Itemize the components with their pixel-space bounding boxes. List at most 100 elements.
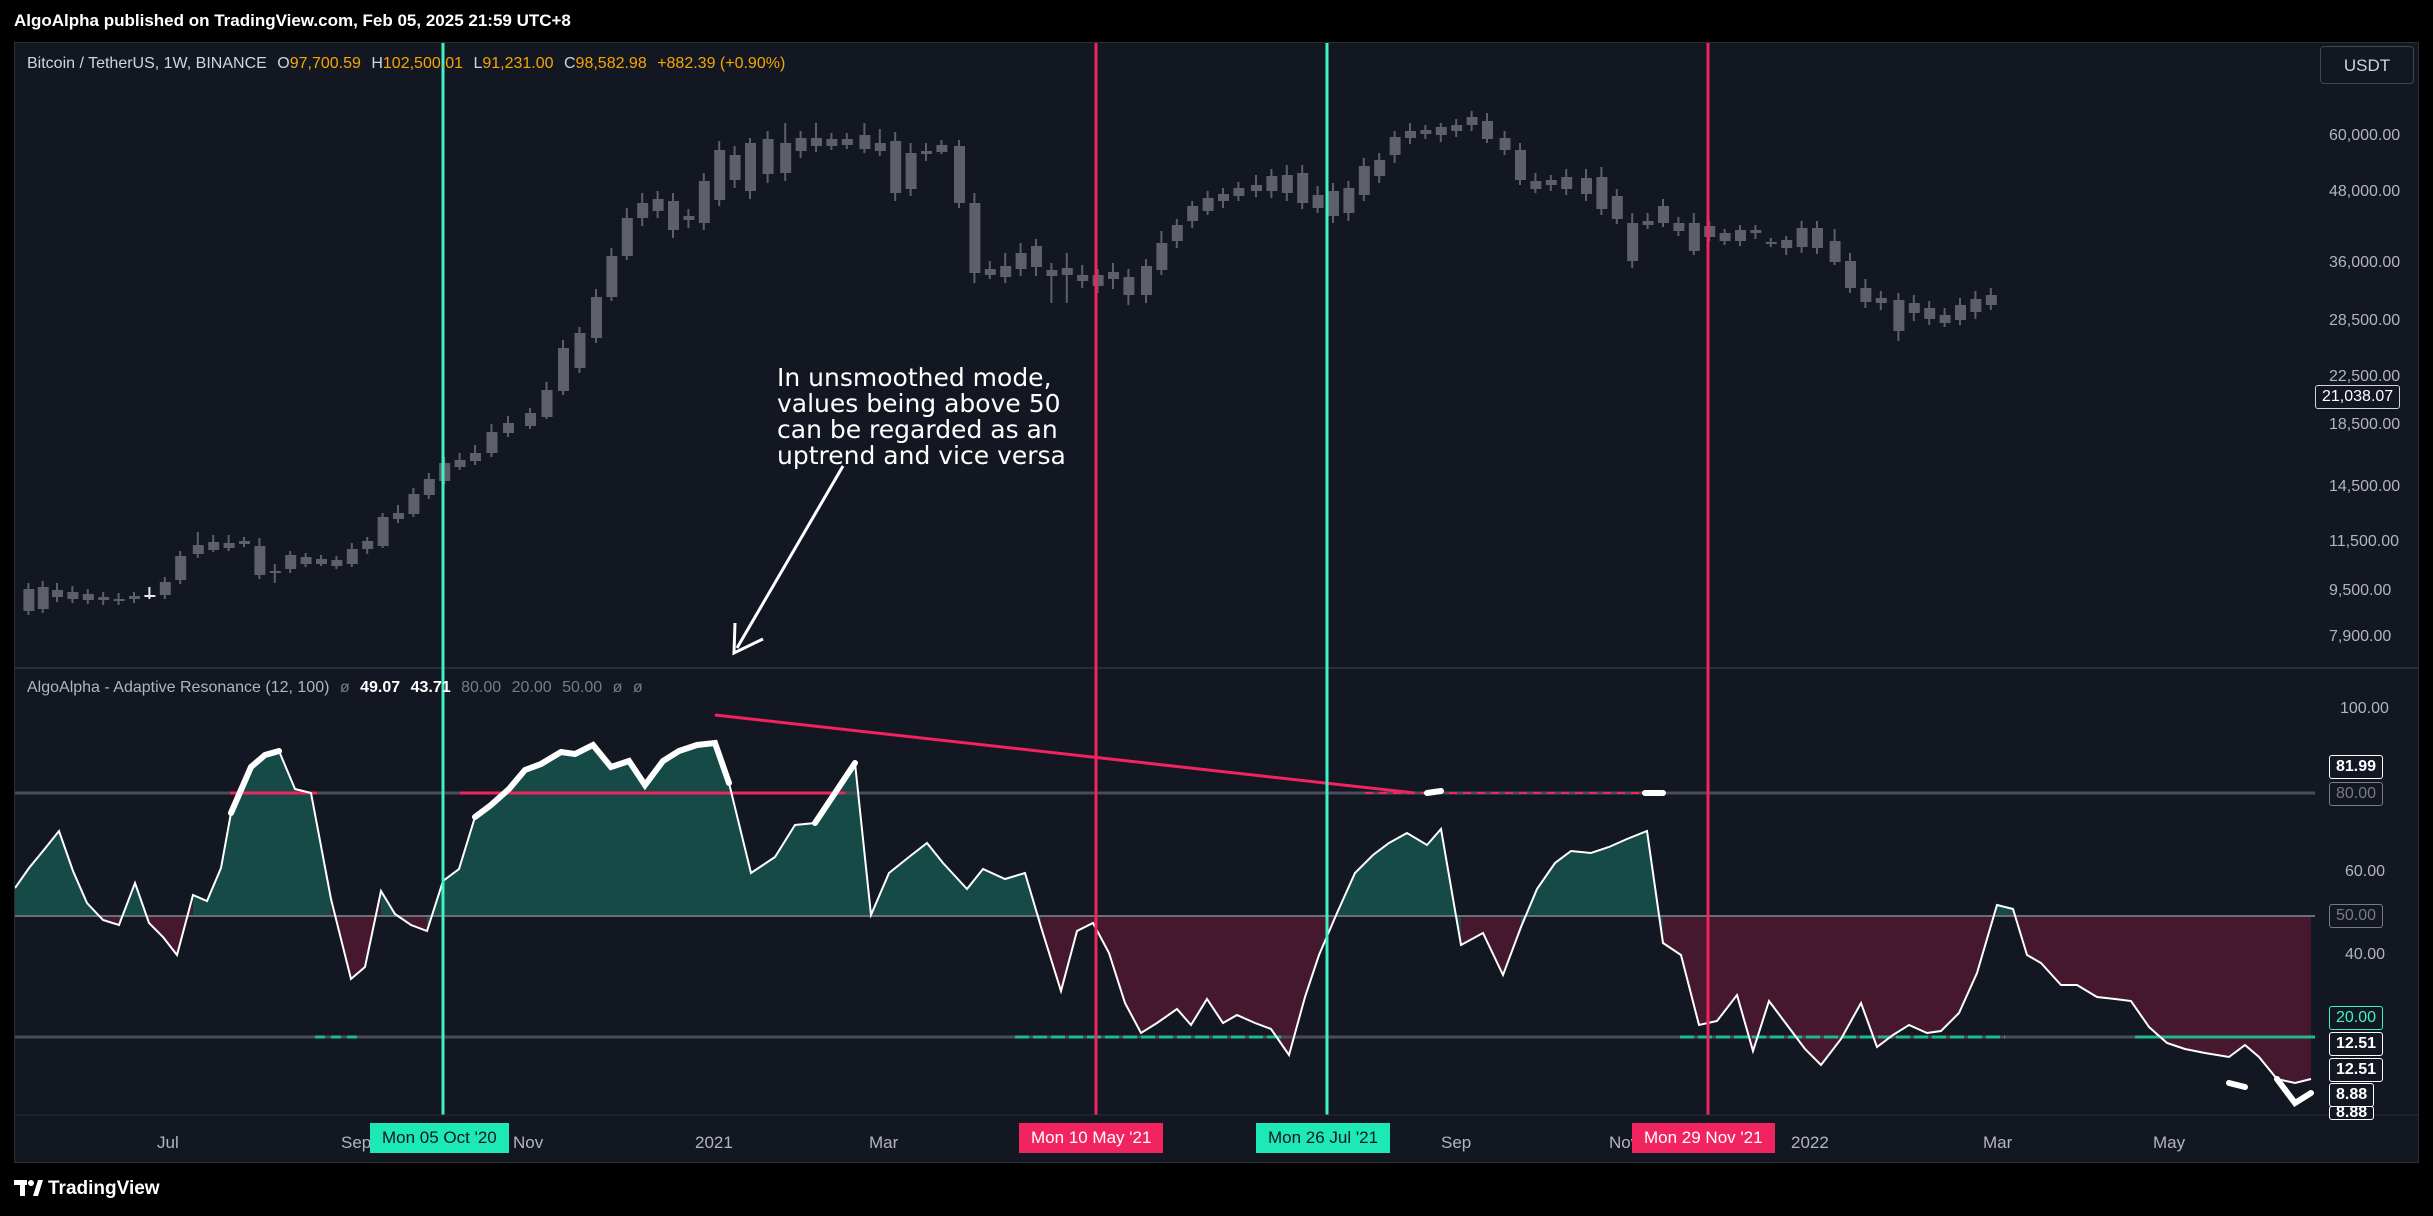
price-label: 36,000.00 <box>2329 254 2401 271</box>
oscillator-fill-segment <box>775 825 795 916</box>
oscillator-fill-segment <box>2277 916 2295 1083</box>
signal-date-tag: Mon 05 Oct '20 <box>370 1123 509 1153</box>
close-value: 98,582.98 <box>575 55 647 72</box>
oscillator-fill-segment <box>2167 916 2185 1049</box>
price-label: 28,500.00 <box>2329 312 2401 329</box>
candle-body <box>1343 188 1355 213</box>
candle-body <box>1970 299 1982 312</box>
candle-body <box>1812 228 1823 248</box>
oscillator-fill-segment <box>2115 916 2131 1001</box>
candle-body <box>393 513 404 519</box>
oscillator-bold-segment <box>1424 788 1444 796</box>
candle-body <box>1530 181 1542 189</box>
candle-body <box>1218 194 1229 201</box>
level-tag-20: 20.00 <box>2329 1006 2384 1030</box>
candle-body <box>1955 305 1966 320</box>
footer <box>0 1163 2433 1216</box>
candle-body <box>1499 138 1511 150</box>
candle-body <box>1673 223 1685 231</box>
candle-body <box>1985 295 1997 305</box>
candle-body <box>269 571 281 573</box>
candle-body <box>780 143 792 173</box>
oscillator-fill-segment <box>295 789 311 916</box>
candle-body <box>1642 221 1654 225</box>
open-value: 97,700.59 <box>289 55 361 72</box>
oscillator-line <box>15 741 2312 1085</box>
oscillator-fill-segment <box>1909 916 1927 1033</box>
oscillator-fill-segment <box>1355 855 1373 916</box>
candle-body <box>541 390 553 417</box>
oscillator-fill-segment <box>1753 916 1769 1051</box>
candle-body <box>936 145 948 152</box>
symbol-legend[interactable]: Bitcoin / TetherUS, 1W, BINANCE O97,700.… <box>27 55 786 72</box>
oscillator-fill-segment <box>2097 916 2115 999</box>
oscillator-fill-segment <box>351 916 365 979</box>
candle-body <box>1829 241 1841 262</box>
high-value: 102,500.01 <box>382 55 463 72</box>
candle-body <box>1893 300 1905 331</box>
price-label: 11,500.00 <box>2329 533 2399 550</box>
oscillator-bold-segment <box>2226 1080 2248 1090</box>
candle-body <box>574 333 586 368</box>
candle-body <box>1581 178 1592 194</box>
candle-body <box>175 556 187 580</box>
value-tag-8-88: 8.88 <box>2329 1083 2375 1107</box>
oscillator-fill-segment <box>1271 916 1289 1055</box>
candle-body <box>192 545 204 554</box>
oscillator-fill-segment <box>475 805 491 916</box>
signal-date-tag: Mon 10 May '21 <box>1019 1123 1164 1153</box>
candle-body <box>1156 243 1168 270</box>
indicator-axis-label: 40.00 <box>2345 946 2386 963</box>
candle-body <box>606 256 618 297</box>
low-value: 91,231.00 <box>482 55 554 72</box>
candle-body <box>698 181 710 223</box>
candle-body <box>1405 131 1416 138</box>
oscillator-fill-segment <box>459 817 475 916</box>
candle-body <box>1658 206 1669 223</box>
candle-body <box>1781 240 1793 248</box>
candle-body <box>1688 223 1700 251</box>
oscillator-fill-segment <box>491 789 509 916</box>
candle-body <box>969 203 981 273</box>
value-tag-12-51: 12.51 <box>2329 1032 2384 1056</box>
oscillator-fill-segment <box>2185 916 2205 1053</box>
candle-body <box>683 216 695 220</box>
oscillator-fill-segment <box>835 763 855 916</box>
chart-area[interactable]: Bitcoin / TetherUS, 1W, BINANCE O97,700.… <box>14 42 2419 1163</box>
oscillator-fill-segment <box>279 751 295 916</box>
candle-body <box>811 138 822 146</box>
candle-body <box>826 139 838 146</box>
chart-canvas[interactable] <box>15 43 2419 1163</box>
candle-body <box>954 146 965 203</box>
candle-body <box>1233 188 1245 196</box>
candle-body <box>423 479 435 495</box>
candle-body <box>1482 121 1493 139</box>
oscillator-fill-segment <box>163 916 177 955</box>
time-label: Mar <box>1983 1133 2013 1152</box>
oscillator-fill-segment <box>149 916 163 937</box>
candle-body <box>558 348 569 391</box>
candle-body <box>1015 253 1027 269</box>
price-label: 18,500.00 <box>2329 416 2401 433</box>
oscillator-fill-segment <box>663 751 679 916</box>
candle-body <box>23 589 35 611</box>
indicator-legend[interactable]: AlgoAlpha - Adaptive Resonance (12, 100)… <box>27 679 643 696</box>
oscillator-fill-segment <box>1717 916 1737 1021</box>
candle-body <box>1845 261 1856 288</box>
oscillator-fill-segment <box>2061 916 2077 985</box>
candle-body <box>1627 223 1639 261</box>
price-label: 7,900.00 <box>2329 628 2392 645</box>
candle-body <box>254 546 266 575</box>
candle-body <box>1704 226 1716 237</box>
candle-body <box>1266 176 1278 191</box>
candle-body <box>1281 175 1293 193</box>
oscillator-fill-segment <box>1077 916 1093 931</box>
oscillator-fill-segment <box>1373 843 1389 916</box>
oscillator-fill-segment <box>1191 916 1207 1025</box>
candle-body <box>714 150 726 200</box>
candle-body <box>300 557 312 564</box>
candle-body <box>208 542 220 550</box>
candle-body <box>1451 125 1463 131</box>
currency-button[interactable]: USDT <box>2320 46 2414 84</box>
candle-body <box>1515 150 1526 180</box>
